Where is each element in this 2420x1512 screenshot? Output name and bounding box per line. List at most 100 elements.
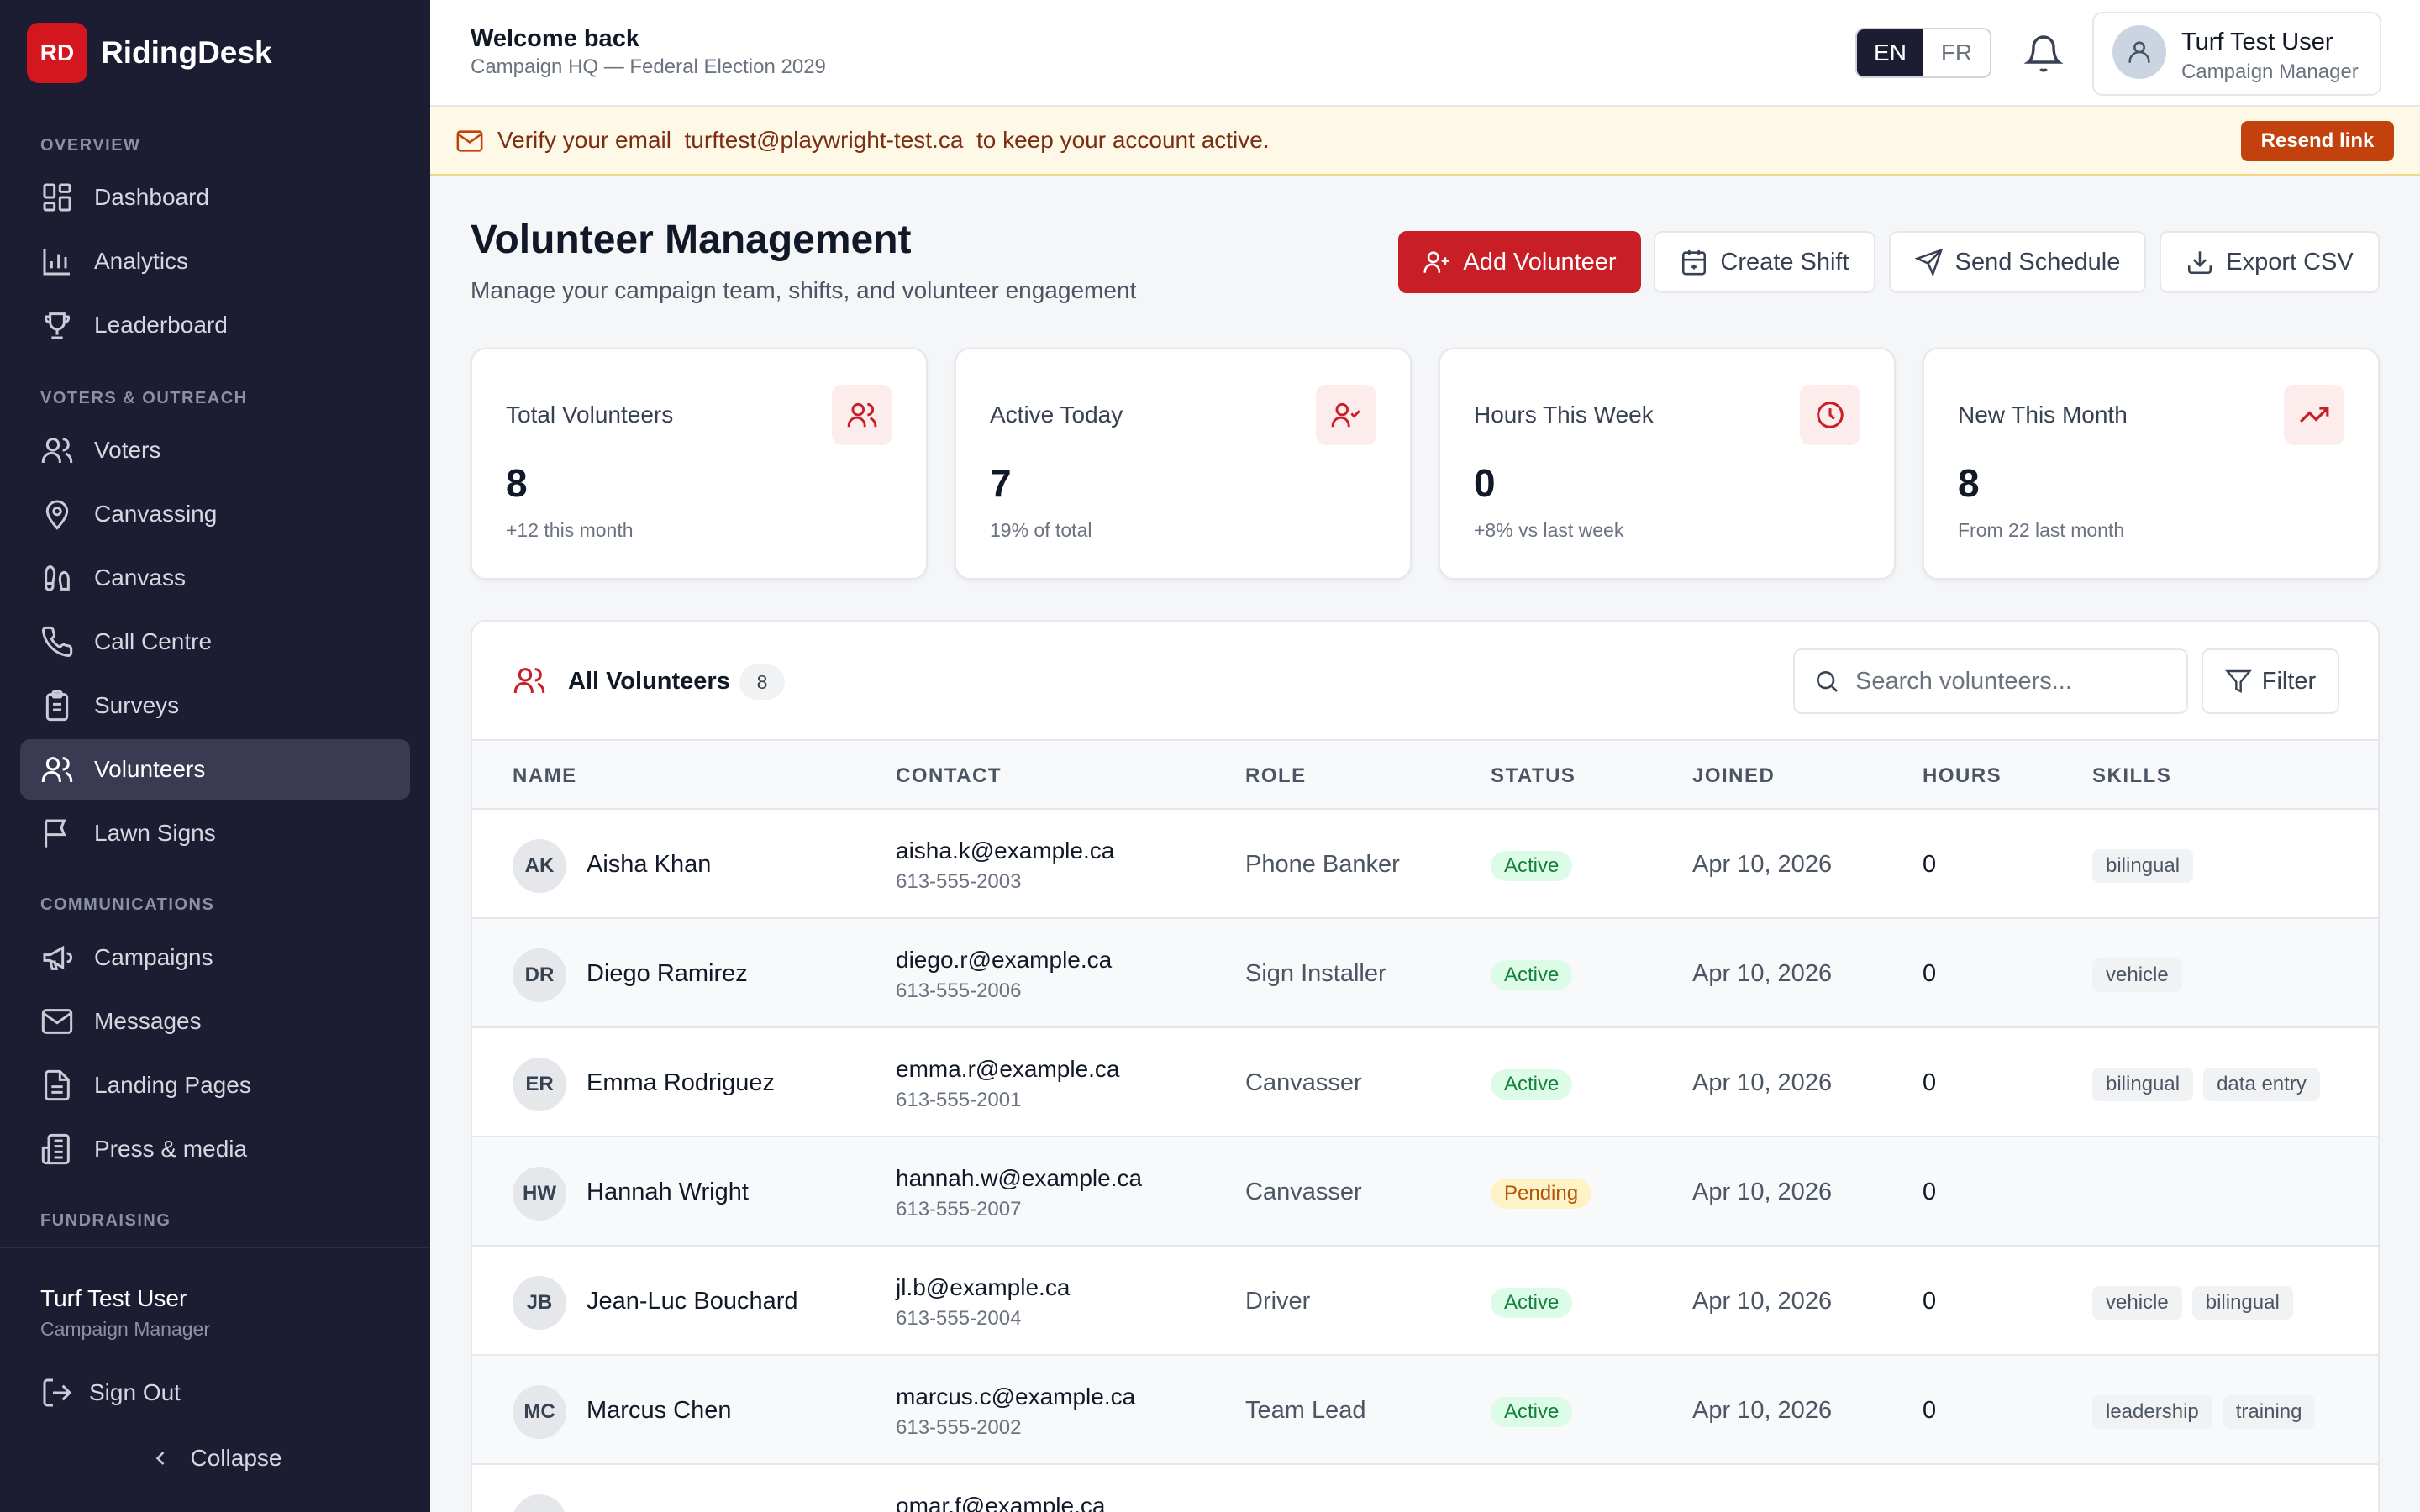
- send-schedule-button[interactable]: Send Schedule: [1889, 231, 2146, 293]
- column-header-contact[interactable]: CONTACT: [896, 764, 1002, 787]
- sidebar-item-surveys[interactable]: Surveys: [20, 675, 410, 736]
- column-header-hours[interactable]: HOURS: [1923, 764, 2002, 787]
- sidebar-item-campaigns[interactable]: Campaigns: [20, 927, 410, 988]
- sidebar-item-messages[interactable]: Messages: [20, 991, 410, 1052]
- sidebar-item-press-media[interactable]: Press & media: [20, 1119, 410, 1179]
- column-header-skills[interactable]: SKILLS: [2092, 764, 2172, 787]
- create-shift-button[interactable]: Create Shift: [1654, 231, 1876, 293]
- send-schedule-label: Send Schedule: [1954, 248, 2121, 276]
- sidebar-item-label: Volunteers: [94, 756, 206, 782]
- stat-note: +12 this month: [506, 519, 634, 541]
- volunteer-count-badge: 8: [739, 664, 785, 700]
- volunteer-email[interactable]: omar.f@example.ca: [896, 1493, 1106, 1512]
- filter-button[interactable]: Filter: [2202, 648, 2339, 714]
- avatar: MC: [513, 1385, 566, 1439]
- column-header-joined[interactable]: JOINED: [1692, 764, 1776, 787]
- table-row[interactable]: OF omar.f@example.ca: [472, 1465, 2378, 1512]
- sidebar-item-call-centre[interactable]: Call Centre: [20, 612, 410, 672]
- avatar: AK: [513, 839, 566, 893]
- filter-label: Filter: [2261, 667, 2317, 695]
- send-icon: [1914, 248, 1955, 276]
- volunteer-name[interactable]: Jean-Luc Bouchard: [587, 1288, 798, 1315]
- table-row[interactable]: AK Aisha Khan aisha.k@example.ca 613-555-20…: [472, 810, 2378, 919]
- collapse-button[interactable]: Collapse: [0, 1445, 430, 1472]
- export-csv-button[interactable]: Export CSV: [2160, 231, 2380, 293]
- volunteer-name[interactable]: Hannah Wright: [587, 1179, 749, 1205]
- avatar: [2112, 25, 2166, 79]
- volunteer-phone: 613-555-2007: [896, 1198, 1022, 1221]
- stat-value: 7: [990, 461, 1012, 505]
- sidebar-item-analytics[interactable]: Analytics: [20, 231, 410, 291]
- column-header-status[interactable]: STATUS: [1491, 764, 1576, 787]
- nav-section-voters: VOTERS & OUTREACH: [40, 389, 248, 407]
- resend-link-button[interactable]: Resend link: [2241, 121, 2394, 161]
- sidebar-item-canvass[interactable]: Canvass: [20, 548, 410, 608]
- sidebar-item-label: Dashboard: [94, 184, 209, 210]
- sidebar-item-label: Voters: [94, 437, 161, 463]
- volunteer-name[interactable]: Aisha Khan: [587, 851, 712, 878]
- table-row[interactable]: JB Jean-Luc Bouchard jl.b@example.ca 613-55…: [472, 1247, 2378, 1356]
- sign-out-button[interactable]: Sign Out: [40, 1376, 181, 1410]
- column-header-name[interactable]: NAME: [513, 764, 577, 787]
- volunteer-email[interactable]: hannah.w@example.ca: [896, 1165, 1143, 1191]
- chevron-left-icon: [149, 1446, 191, 1470]
- volunteer-email[interactable]: jl.b@example.ca: [896, 1274, 1071, 1300]
- footprints-icon: [40, 561, 74, 595]
- bell-icon[interactable]: [2023, 34, 2064, 74]
- status-badge: Pending: [1491, 1179, 1592, 1209]
- joined-date: Apr 10, 2026: [1692, 960, 1833, 987]
- volunteer-role: Driver: [1245, 1288, 1311, 1315]
- phone-icon: [40, 625, 74, 659]
- add-volunteer-label: Add Volunteer: [1463, 248, 1617, 276]
- skills-list: bilingual data entry: [2092, 1068, 2320, 1101]
- volunteer-email[interactable]: marcus.c@example.ca: [896, 1383, 1136, 1410]
- volunteer-email[interactable]: emma.r@example.ca: [896, 1056, 1120, 1082]
- users-icon: [832, 385, 892, 445]
- brand[interactable]: RD RidingDesk: [27, 23, 272, 83]
- column-header-role[interactable]: ROLE: [1245, 764, 1307, 787]
- stat-card-hours-this-week: Hours This Week 0 +8% vs last week: [1439, 348, 1896, 580]
- mail-icon: [455, 127, 484, 155]
- lang-en-button[interactable]: EN: [1857, 29, 1923, 76]
- joined-date: Apr 10, 2026: [1692, 1069, 1833, 1096]
- stat-card-new-this-month: New This Month 8 From 22 last month: [1923, 348, 2380, 580]
- status-badge: Active: [1491, 1397, 1573, 1427]
- sidebar-item-dashboard[interactable]: Dashboard: [20, 167, 410, 228]
- skills-list: leadership training: [2092, 1395, 2316, 1429]
- volunteer-phone: 613-555-2002: [896, 1416, 1022, 1439]
- banner-text-before: Verify your email: [497, 127, 671, 153]
- sidebar-item-volunteers[interactable]: Volunteers: [20, 739, 410, 800]
- table-row[interactable]: HW Hannah Wright hannah.w@example.ca 613-55…: [472, 1137, 2378, 1247]
- search-input[interactable]: [1855, 667, 2175, 696]
- sidebar-item-lawn-signs[interactable]: Lawn Signs: [20, 803, 410, 864]
- lang-fr-button[interactable]: FR: [1940, 39, 1973, 66]
- calendar-plus-icon: [1680, 248, 1720, 276]
- volunteer-name[interactable]: Emma Rodriguez: [587, 1069, 776, 1096]
- language-toggle: EN FR: [1855, 28, 1991, 78]
- sidebar-item-voters[interactable]: Voters: [20, 420, 410, 480]
- table-row[interactable]: MC Marcus Chen marcus.c@example.ca 613-555-…: [472, 1356, 2378, 1465]
- volunteer-role: Sign Installer: [1245, 960, 1386, 987]
- create-shift-label: Create Shift: [1720, 248, 1849, 276]
- volunteer-name[interactable]: Diego Ramirez: [587, 960, 748, 987]
- sidebar-item-leaderboard[interactable]: Leaderboard: [20, 295, 410, 355]
- table-row[interactable]: ER Emma Rodriguez emma.r@example.ca 613-555…: [472, 1028, 2378, 1137]
- sidebar-item-canvassing[interactable]: Canvassing: [20, 484, 410, 544]
- table-row[interactable]: DR Diego Ramirez diego.r@example.ca 613-555…: [472, 919, 2378, 1028]
- search-icon: [1813, 668, 1855, 695]
- export-csv-label: Export CSV: [2226, 248, 2354, 276]
- volunteer-name[interactable]: Marcus Chen: [587, 1397, 732, 1424]
- volunteer-phone: 613-555-2003: [896, 870, 1022, 893]
- stat-note: +8% vs last week: [1474, 519, 1624, 541]
- stat-note: 19% of total: [990, 519, 1092, 541]
- topbar: Welcome back Campaign HQ — Federal Elect…: [430, 0, 2420, 107]
- sidebar-item-label: Campaigns: [94, 944, 213, 970]
- user-icon: [2125, 38, 2154, 66]
- joined-date: Apr 10, 2026: [1692, 1397, 1833, 1424]
- volunteer-email[interactable]: diego.r@example.ca: [896, 947, 1113, 973]
- sidebar-item-landing-pages[interactable]: Landing Pages: [20, 1055, 410, 1116]
- add-volunteer-button[interactable]: Add Volunteer: [1398, 231, 1641, 293]
- user-menu-button[interactable]: Turf Test User Campaign Manager: [2092, 12, 2381, 96]
- brand-name: RidingDesk: [101, 35, 272, 70]
- volunteer-email[interactable]: aisha.k@example.ca: [896, 837, 1115, 864]
